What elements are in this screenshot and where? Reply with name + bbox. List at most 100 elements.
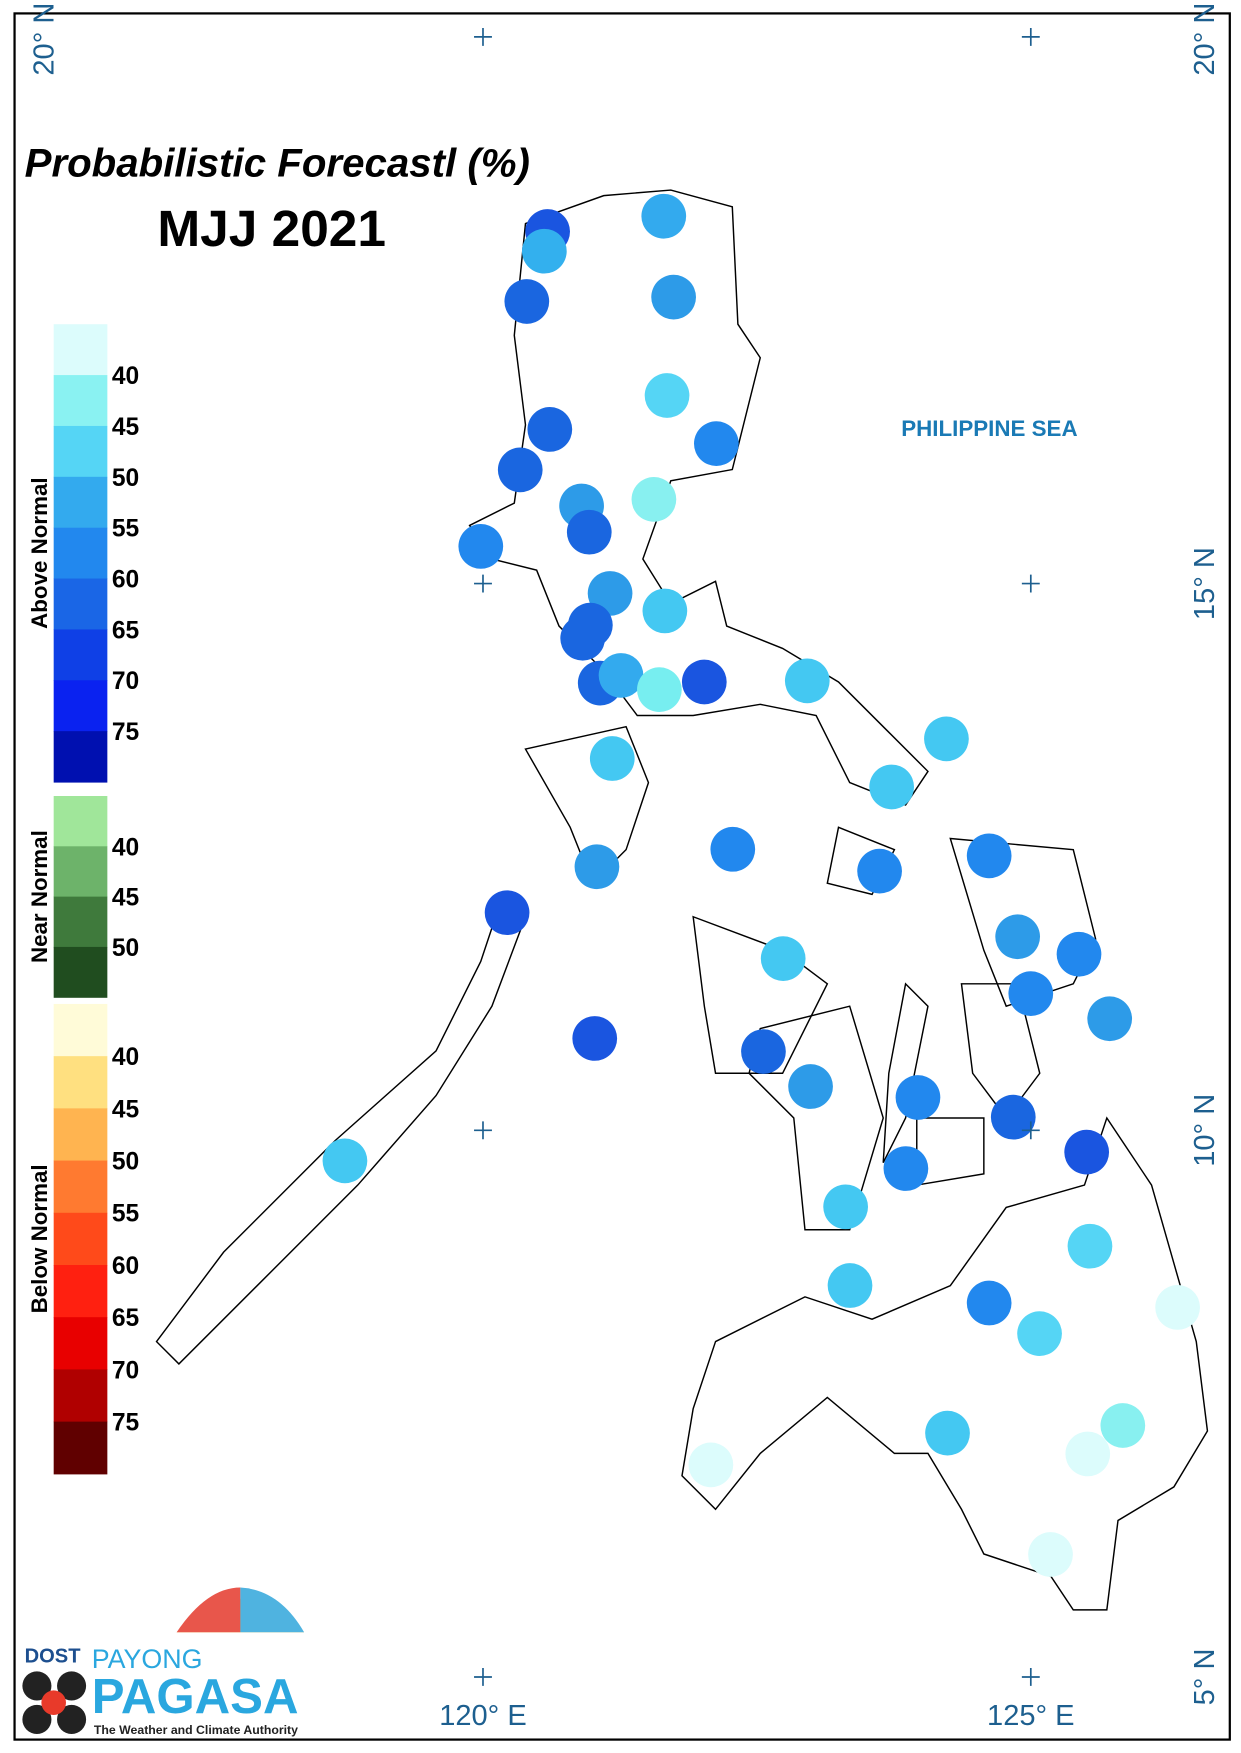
station bbox=[693, 421, 739, 466]
station bbox=[760, 936, 806, 981]
station bbox=[857, 848, 902, 894]
lat-label: 15° N bbox=[1189, 547, 1221, 620]
legend-group-name: Above Normal bbox=[27, 477, 52, 628]
logo-agency: DOST bbox=[25, 1645, 82, 1667]
legend-swatch bbox=[53, 1056, 108, 1109]
legend-label: 65 bbox=[112, 1305, 139, 1332]
logo-mark bbox=[22, 1671, 87, 1734]
frame bbox=[13, 12, 1231, 1741]
graticule-cross bbox=[474, 1121, 492, 1140]
legend-swatch bbox=[53, 1160, 108, 1214]
station bbox=[710, 826, 756, 872]
umbrella-left bbox=[176, 1587, 241, 1633]
station bbox=[1064, 1129, 1110, 1175]
legend-swatch bbox=[53, 1212, 108, 1266]
sea-label: PHILIPPINE SEA bbox=[901, 416, 1077, 441]
station bbox=[651, 274, 696, 320]
lat-label-left: 20° N bbox=[29, 3, 61, 76]
station bbox=[995, 914, 1041, 960]
legend-label: 60 bbox=[112, 567, 139, 594]
station bbox=[527, 407, 573, 452]
station bbox=[681, 659, 727, 705]
station bbox=[1028, 1532, 1073, 1577]
station bbox=[637, 667, 682, 713]
legend-swatch bbox=[53, 1421, 108, 1475]
graticule-cross bbox=[1021, 574, 1040, 593]
station bbox=[589, 736, 635, 781]
station bbox=[784, 658, 830, 704]
legend-label: 40 bbox=[112, 834, 139, 861]
station bbox=[574, 844, 620, 890]
station bbox=[504, 279, 550, 324]
legend-swatch bbox=[53, 946, 108, 998]
legend-swatch bbox=[53, 680, 108, 732]
station bbox=[1056, 931, 1102, 977]
legend-label: 55 bbox=[112, 516, 139, 543]
legend-swatch bbox=[53, 846, 108, 898]
station bbox=[598, 653, 644, 698]
legend-swatch bbox=[53, 476, 108, 529]
station bbox=[741, 1029, 786, 1074]
period: MJJ 2021 bbox=[157, 199, 386, 257]
legend-swatch bbox=[53, 1003, 108, 1057]
station bbox=[966, 833, 1012, 879]
lon-label: 120° E bbox=[439, 1700, 527, 1732]
station bbox=[497, 447, 543, 493]
legend-swatch bbox=[53, 796, 108, 847]
legend-swatch bbox=[53, 629, 108, 681]
legend-label: 45 bbox=[112, 414, 139, 441]
station bbox=[827, 1263, 873, 1308]
legend-label: 60 bbox=[112, 1253, 139, 1280]
lat-label: 10° N bbox=[1189, 1094, 1221, 1167]
legend-label: 50 bbox=[112, 1149, 139, 1176]
legend-label: 45 bbox=[112, 885, 139, 912]
station bbox=[642, 588, 688, 634]
station bbox=[883, 1146, 929, 1191]
station bbox=[484, 890, 530, 936]
station bbox=[1065, 1431, 1111, 1477]
station bbox=[458, 524, 504, 569]
graticule-cross bbox=[474, 574, 492, 593]
lat-label: 20° N bbox=[1189, 3, 1221, 76]
legend-swatch bbox=[53, 375, 108, 427]
station bbox=[644, 373, 690, 418]
station bbox=[1008, 971, 1054, 1016]
logo-brand-top: PAYONG bbox=[92, 1644, 203, 1674]
legend-label: 70 bbox=[112, 668, 139, 695]
station bbox=[1017, 1311, 1062, 1357]
legend-label: 40 bbox=[112, 1044, 139, 1071]
station bbox=[560, 615, 606, 661]
graticule-cross bbox=[1021, 1121, 1040, 1140]
station bbox=[788, 1064, 833, 1109]
logo-seal bbox=[41, 1690, 66, 1715]
station bbox=[631, 477, 677, 522]
station bbox=[895, 1075, 941, 1120]
station bbox=[572, 1016, 618, 1061]
station bbox=[521, 228, 567, 274]
graticule-cross bbox=[474, 27, 492, 46]
lat-label: 5° N bbox=[1189, 1649, 1221, 1706]
umbrella-right bbox=[240, 1587, 305, 1633]
legend-group-name: Near Normal bbox=[27, 830, 52, 963]
legend-swatch bbox=[53, 324, 108, 376]
legend-label: 50 bbox=[112, 465, 139, 492]
station bbox=[688, 1442, 734, 1488]
legend-swatch bbox=[53, 731, 108, 783]
legend-label: 75 bbox=[112, 719, 139, 746]
lon-label: 125° E bbox=[987, 1700, 1075, 1732]
logo: DOST PAYONG PAGASA The Weather and Clima… bbox=[22, 1587, 305, 1737]
legend-swatch bbox=[53, 1108, 108, 1162]
legend-swatch bbox=[53, 1369, 108, 1423]
station bbox=[1155, 1285, 1200, 1330]
legend-swatch bbox=[53, 1264, 108, 1318]
station bbox=[1067, 1223, 1113, 1269]
station bbox=[990, 1094, 1036, 1140]
station bbox=[823, 1184, 868, 1230]
station bbox=[925, 1410, 970, 1456]
station bbox=[869, 764, 915, 810]
legend-group-name: Below Normal bbox=[27, 1164, 52, 1313]
legend-swatch bbox=[53, 425, 108, 478]
station bbox=[966, 1280, 1012, 1326]
legend-swatch bbox=[53, 578, 108, 630]
